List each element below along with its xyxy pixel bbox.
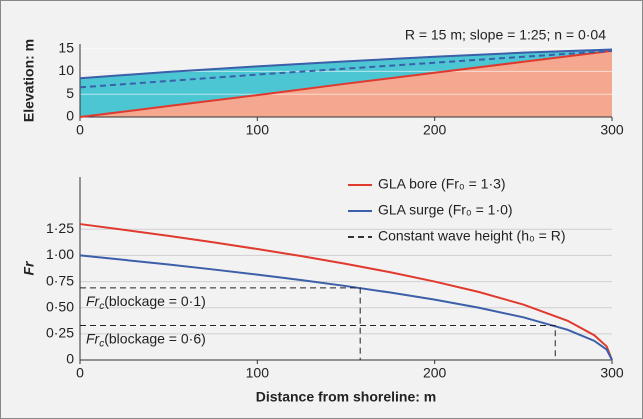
y-tick-label: 0·50 <box>46 298 74 314</box>
y-tick-label: 0·75 <box>46 272 74 288</box>
y-axis-label: Fr <box>21 260 37 276</box>
threshold-label-part: Fr <box>86 330 101 346</box>
threshold-label-part: (blockage = 0·6) <box>104 330 206 346</box>
threshold-line <box>80 324 556 360</box>
x-axis-label: Distance from shoreline: m <box>256 389 437 405</box>
x-tick-label: 300 <box>600 365 624 381</box>
series-line <box>79 49 613 89</box>
y-tick-label: 0·25 <box>46 325 74 341</box>
legend-label: Constant wave height (h₀ = R) <box>378 228 566 244</box>
x-tick-label: 100 <box>246 365 270 381</box>
threshold-label-part: c <box>99 300 104 311</box>
y-tick-label: 1·25 <box>46 220 74 236</box>
threshold-label-part: Fr <box>86 293 101 309</box>
annotation: R = 15 m; slope = 1:25; n = 0·04 <box>405 27 606 43</box>
y-tick-label: 5 <box>66 85 74 101</box>
series-line <box>79 48 613 80</box>
y-tick-label: 0 <box>66 351 74 367</box>
y-tick-label: 15 <box>58 39 74 55</box>
x-tick-label: 0 <box>76 365 84 381</box>
threshold-label-part: c <box>99 338 104 349</box>
x-tick-label: 300 <box>600 122 624 138</box>
threshold-label: Frc(blockage = 0·6) <box>86 330 206 349</box>
y-tick-label: 1·00 <box>46 246 74 262</box>
legend-label: GLA bore (Fr₀ = 1·3) <box>378 176 506 192</box>
x-tick-label: 200 <box>423 365 447 381</box>
threshold-line <box>80 287 361 360</box>
series-line <box>79 49 613 118</box>
threshold-label-part: (blockage = 0·1) <box>104 293 206 309</box>
series-line <box>79 223 613 361</box>
x-tick-label: 0 <box>76 122 84 138</box>
y-tick-label: 10 <box>58 62 74 78</box>
legend-label: GLA surge (Fr₀ = 1·0) <box>378 202 513 218</box>
x-tick-label: 200 <box>423 122 447 138</box>
y-tick-label: 0 <box>66 108 74 124</box>
threshold-label: Frc(blockage = 0·1) <box>86 293 206 312</box>
y-axis-label: Elevation: m <box>21 39 37 122</box>
x-tick-label: 100 <box>246 122 270 138</box>
series-line <box>79 254 613 361</box>
